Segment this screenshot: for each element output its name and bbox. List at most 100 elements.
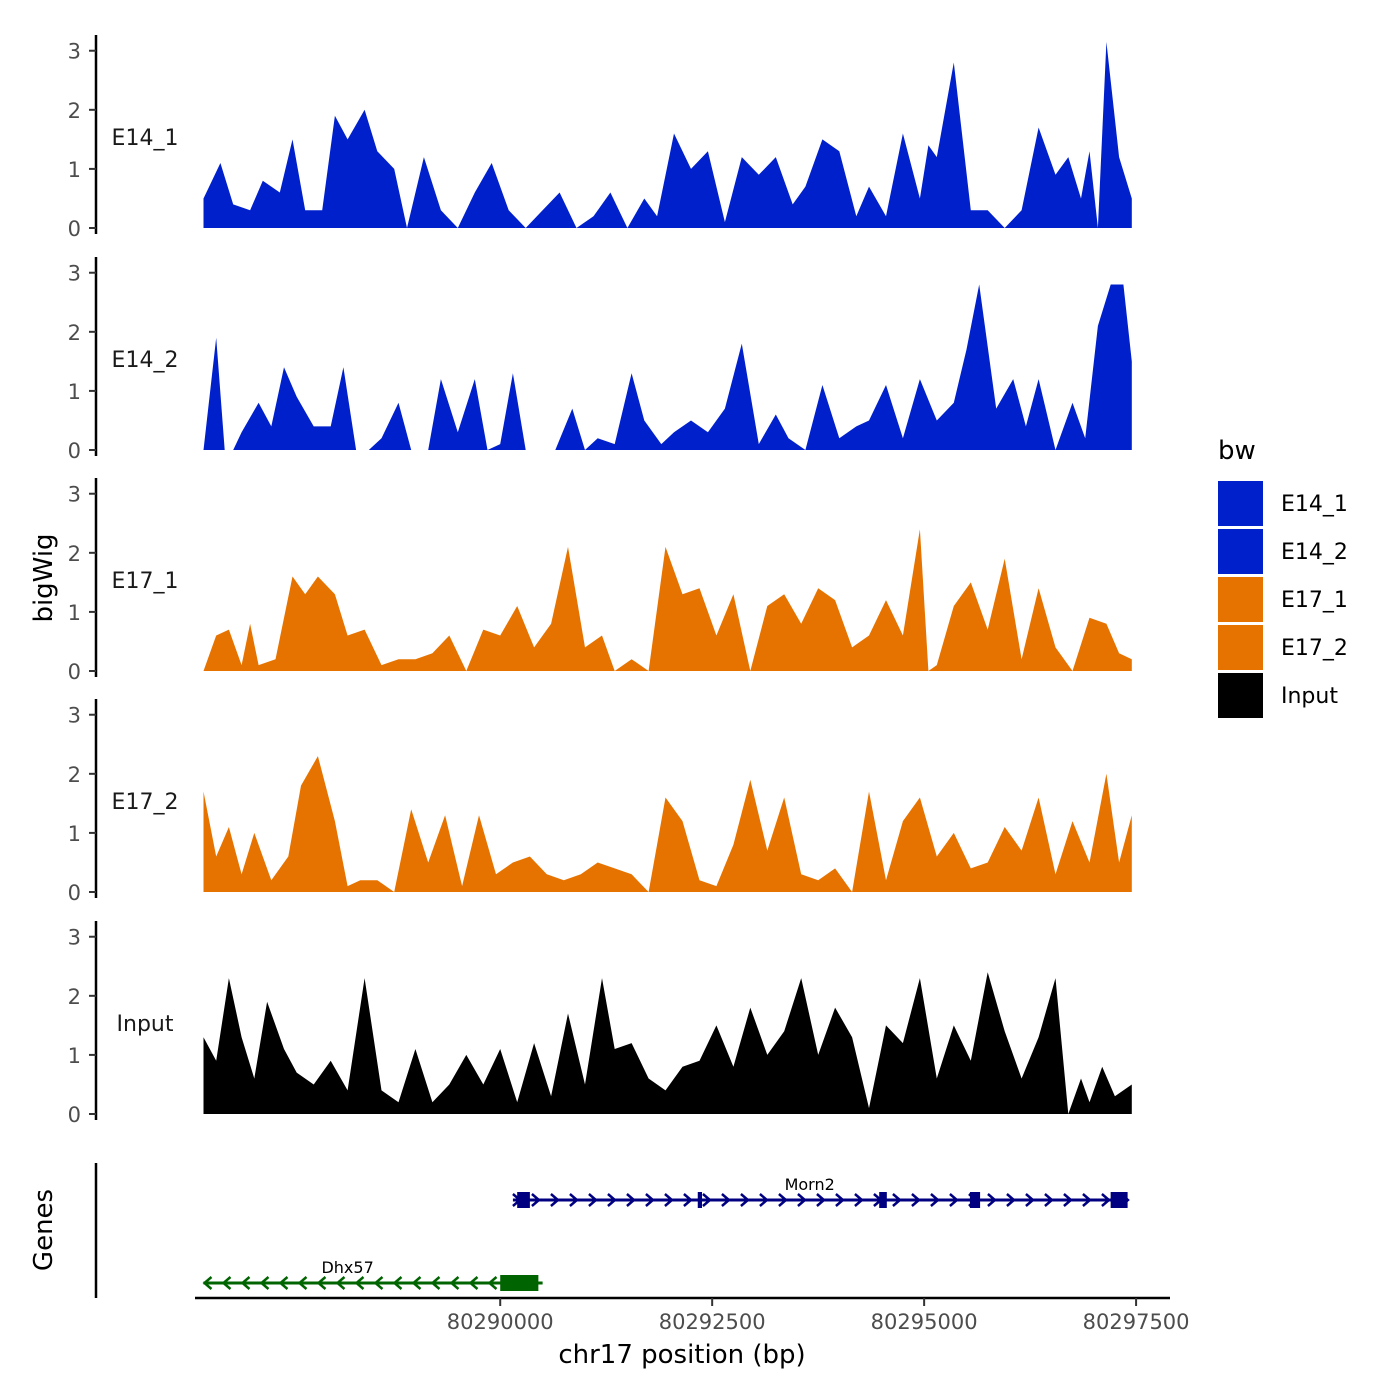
strand-chevron [1006, 1193, 1016, 1207]
strand-chevron [1025, 1193, 1035, 1207]
legend-label: E14_1 [1281, 492, 1348, 517]
y-tick-label: 2 [68, 542, 81, 566]
y-tick-label: 1 [68, 1044, 81, 1068]
strand-chevron [797, 1193, 807, 1207]
strand-chevron [740, 1193, 750, 1207]
y-tick-label: 0 [68, 217, 81, 241]
coverage-area-E17_1 [203, 529, 1132, 671]
y-tick-label: 1 [68, 601, 81, 625]
track-panels: 0 1 2 3 E14_1 0 1 2 3 E14_2 0 1 2 3 E17_1 0 1 2 3 E17_2 0 1 2 3… [68, 35, 1132, 1127]
track-label: Input [117, 1012, 174, 1037]
y-tick-label: 3 [68, 40, 81, 64]
y-tick-label: 2 [68, 321, 81, 345]
strand-chevron [411, 1276, 422, 1290]
strand-chevron [202, 1276, 213, 1290]
strand-chevron [259, 1276, 270, 1290]
y-tick-label: 2 [68, 763, 81, 787]
y-tick-label: 1 [68, 158, 81, 182]
y-tick-label: 1 [68, 822, 81, 846]
genes-panel: Genes Morn2 Dhx57 [29, 1163, 1130, 1298]
x-tick-label: 80295000 [871, 1310, 978, 1334]
y-tick-label: 0 [68, 881, 81, 905]
track-E17_1: 0 1 2 3 E17_1 [68, 478, 1132, 684]
y-tick-label: 3 [68, 704, 81, 728]
y-tick-label: 2 [68, 99, 81, 123]
track-label: E14_1 [112, 126, 179, 151]
y-tick-label: 3 [68, 926, 81, 950]
genes-axis-title: Genes [29, 1189, 59, 1271]
strand-chevron [392, 1276, 403, 1290]
x-axis-title: chr17 position (bp) [558, 1340, 805, 1370]
y-tick-label: 0 [68, 439, 81, 463]
gene-exon [517, 1192, 530, 1208]
legend-key-E17_1 [1218, 577, 1263, 622]
x-axis: chr17 position (bp) 80290000 80292500 8029… [195, 1296, 1190, 1370]
strand-chevron [607, 1193, 617, 1207]
strand-chevron [316, 1276, 327, 1290]
strand-chevron [1082, 1193, 1092, 1207]
strand-chevron [221, 1276, 232, 1290]
strand-chevron [430, 1276, 441, 1290]
gene-exon [879, 1192, 887, 1208]
track-label: E17_2 [112, 790, 179, 815]
track-label: E17_1 [112, 569, 179, 594]
strand-chevron [373, 1276, 384, 1290]
coverage-area-Input [203, 972, 1132, 1114]
legend-key-E14_1 [1218, 481, 1263, 526]
y-tick-label: 2 [68, 985, 81, 1009]
track-label: E14_2 [112, 348, 179, 373]
gene-name-label: Dhx57 [321, 1258, 373, 1277]
gene-exon [697, 1192, 702, 1208]
track-E14_1: 0 1 2 3 E14_1 [68, 35, 1132, 241]
legend-key-E14_2 [1218, 529, 1263, 574]
strand-chevron [721, 1193, 731, 1207]
coverage-area-E14_2 [203, 284, 1132, 450]
legend: bw E14_1 E14_2 E17_1 E17_2 Input [1218, 436, 1348, 718]
strand-chevron [335, 1276, 346, 1290]
track-E17_2: 0 1 2 3 E17_2 [68, 699, 1132, 905]
strand-chevron [930, 1193, 940, 1207]
strand-chevron [240, 1276, 251, 1290]
y-tick-label: 0 [68, 660, 81, 684]
legend-label: E14_2 [1281, 540, 1348, 565]
coverage-area-E14_1 [203, 41, 1132, 229]
strand-chevron [297, 1276, 308, 1290]
legend-label: Input [1281, 684, 1338, 709]
strand-chevron [702, 1193, 712, 1207]
strand-chevron [354, 1276, 365, 1290]
coverage-area-E17_2 [203, 756, 1132, 892]
strand-chevron [778, 1193, 788, 1207]
strand-chevron [278, 1276, 289, 1290]
strand-chevron [664, 1193, 674, 1207]
strand-chevron [1063, 1193, 1073, 1207]
y-tick-label: 3 [68, 262, 81, 286]
x-tick-label: 80290000 [447, 1310, 554, 1334]
strand-chevron [816, 1193, 826, 1207]
gene-exon [969, 1192, 981, 1208]
track-Input: 0 1 2 3 Input [68, 921, 1132, 1127]
strand-chevron [626, 1193, 636, 1207]
gene-exon [1110, 1192, 1128, 1208]
strand-chevron [1101, 1193, 1111, 1207]
strand-chevron [487, 1276, 498, 1290]
strand-chevron [759, 1193, 769, 1207]
strand-chevron [949, 1193, 959, 1207]
strand-chevron [854, 1193, 864, 1207]
legend-key-Input [1218, 673, 1263, 718]
gene-name-label: Morn2 [785, 1175, 835, 1194]
strand-chevron [892, 1193, 902, 1207]
strand-chevron [987, 1193, 997, 1207]
strand-chevron [683, 1193, 693, 1207]
legend-label: E17_1 [1281, 588, 1348, 613]
y-axis-title: bigWig [29, 533, 59, 622]
strand-chevron [588, 1193, 598, 1207]
strand-chevron [911, 1193, 921, 1207]
legend-label: E17_2 [1281, 636, 1348, 661]
gene-exon [500, 1275, 539, 1291]
strand-chevron [1044, 1193, 1054, 1207]
legend-title: bw [1218, 436, 1256, 466]
x-tick-label: 80297500 [1083, 1310, 1190, 1334]
track-E14_2: 0 1 2 3 E14_2 [68, 257, 1132, 463]
strand-chevron [550, 1193, 560, 1207]
